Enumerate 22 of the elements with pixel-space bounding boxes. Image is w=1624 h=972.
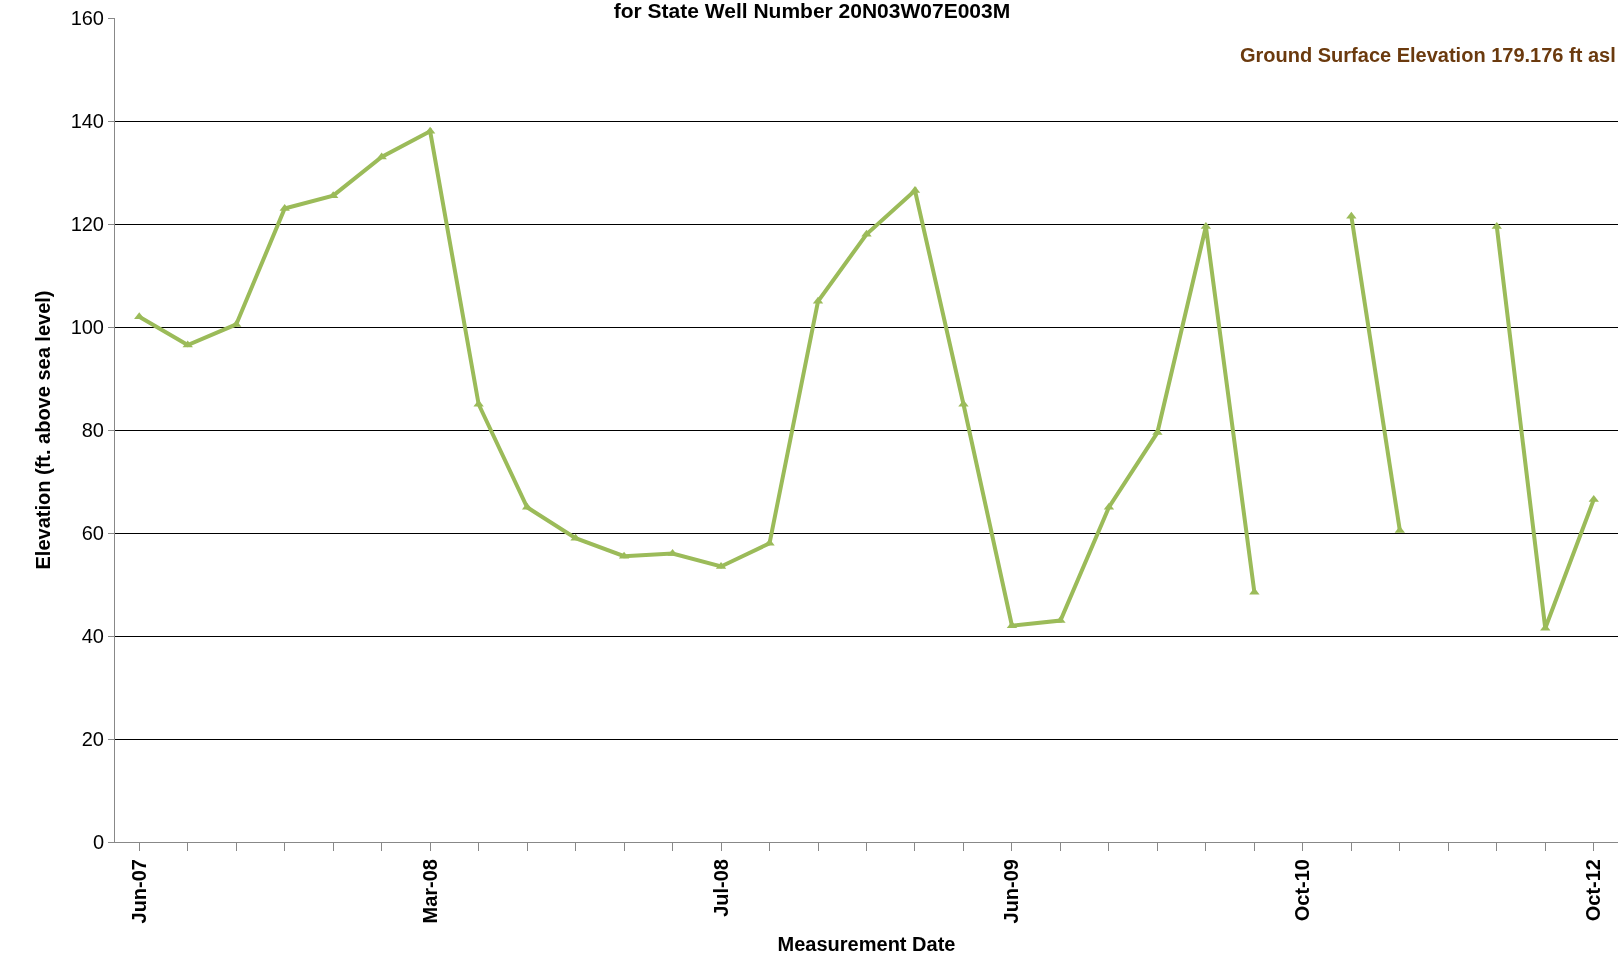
y-tick-label: 40 xyxy=(81,625,104,647)
y-tick-label: 0 xyxy=(92,831,104,853)
point xyxy=(182,340,193,348)
x-tick-label: Jun-07 xyxy=(127,859,150,924)
annotation: Ground Surface Elevation 179.176 ft asl xyxy=(1240,44,1616,66)
point xyxy=(958,399,969,407)
point xyxy=(861,229,872,237)
y-tick-label: 60 xyxy=(81,522,104,544)
y-tick-label: 120 xyxy=(70,213,104,235)
y-tick-label: 100 xyxy=(70,316,104,338)
y-tick-label: 140 xyxy=(70,110,104,132)
x-axis-title: Measurement Date xyxy=(777,932,956,955)
y-tick-label: 160 xyxy=(70,7,104,29)
x-tick-label: Mar-08 xyxy=(418,859,441,924)
y-tick-label: 80 xyxy=(81,419,104,441)
x-tick-label: Jun-09 xyxy=(1000,859,1023,924)
x-tick-label: Jul-08 xyxy=(709,859,732,917)
x-tick-label: Oct-10 xyxy=(1291,859,1314,922)
y-tick-label: 20 xyxy=(81,728,104,750)
y-axis-title: Elevation (ft. above sea level) xyxy=(32,290,55,570)
x-tick-label: Oct-12 xyxy=(1582,859,1605,922)
chart-title: for State Well Number 20N03W07E003M xyxy=(613,0,1011,22)
